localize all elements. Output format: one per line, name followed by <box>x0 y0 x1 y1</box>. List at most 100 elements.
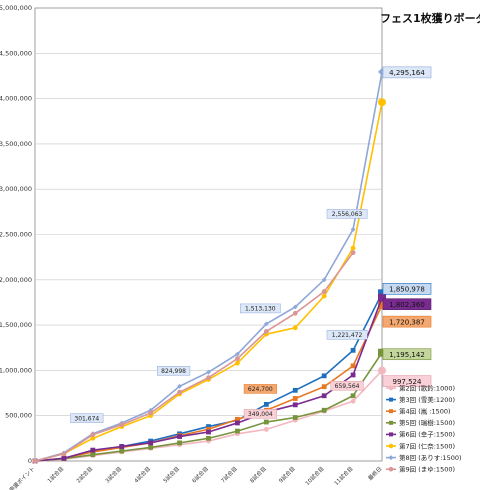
y-tick-label: 5,000,000 <box>0 4 32 12</box>
y-tick-label: 1,000,000 <box>0 366 32 374</box>
y-tick-label: 3,500,000 <box>0 140 32 148</box>
data-point <box>350 372 356 378</box>
data-point <box>177 389 182 395</box>
y-tick-label: 4,500,000 <box>0 49 32 57</box>
data-point <box>235 356 240 362</box>
legend-item: 第5回 (瑞樹:1500) <box>386 418 455 427</box>
x-tick-label: 声援ポイント <box>7 465 36 490</box>
svg-text:第9回 (まゆ:1500): 第9回 (まゆ:1500) <box>399 465 455 474</box>
data-point <box>119 422 125 428</box>
data-point <box>90 452 96 458</box>
data-point <box>235 428 240 434</box>
data-label: 659,564 <box>330 380 364 391</box>
series-line-8 <box>34 252 354 462</box>
y-axis-ticks: 0 500,000 1,000,000 1,500,000 2,000,000 2,500… <box>0 4 32 465</box>
data-point <box>321 393 327 399</box>
grid <box>34 7 383 462</box>
data-point <box>177 383 182 389</box>
data-label: 349,004 <box>243 409 277 419</box>
end-label: 1,195,142 <box>382 348 432 361</box>
x-tick-label: 最終日 <box>366 465 383 482</box>
svg-text:1,802,360: 1,802,360 <box>389 301 425 309</box>
data-label: 2,556,063 <box>326 209 368 219</box>
data-point <box>292 402 298 408</box>
svg-text:659,564: 659,564 <box>335 383 360 390</box>
data-point <box>321 384 327 390</box>
svg-text:第6回 (幸子:1500): 第6回 (幸子:1500) <box>399 430 455 439</box>
x-tick-label: 10試合目 <box>303 465 325 487</box>
x-tick-label: 8試合目 <box>248 465 268 485</box>
legend-item: 第7回 (仁奈:1500) <box>386 441 455 450</box>
data-point <box>235 420 240 426</box>
legend-item: 第6回 (幸子:1500) <box>386 430 455 439</box>
data-label: 1,221,472 <box>326 330 368 340</box>
x-tick-label: 3試合目 <box>103 465 123 485</box>
data-point <box>177 440 182 446</box>
data-point <box>235 351 240 357</box>
y-tick-label: 3,000,000 <box>0 185 32 193</box>
data-point <box>148 445 154 450</box>
legend-item: 第2回 (歌鈴:1000) <box>386 383 455 392</box>
chart-title: フェス1枚獲りボーダー <box>380 11 480 25</box>
legend-item: 第8回 (ありす:1500) <box>386 453 462 462</box>
data-point <box>292 325 298 331</box>
svg-text:第2回 (歌鈴:1000): 第2回 (歌鈴:1000) <box>399 383 455 392</box>
data-point <box>235 416 240 422</box>
data-point <box>292 415 298 420</box>
data-point <box>321 289 327 294</box>
data-label: 301,674 <box>70 413 104 423</box>
data-point <box>292 310 298 316</box>
data-point <box>263 402 269 407</box>
x-tick-label: 6試合目 <box>190 465 210 485</box>
data-point <box>235 360 240 366</box>
svg-text:301,674: 301,674 <box>74 415 99 422</box>
svg-text:997,524: 997,524 <box>393 378 422 386</box>
data-point <box>206 424 211 429</box>
y-tick-label: 1,500,000 <box>0 321 32 329</box>
data-point <box>61 451 67 457</box>
svg-text:624,700: 624,700 <box>248 386 273 393</box>
svg-text:第8回 (ありす:1500): 第8回 (ありす:1500) <box>399 453 462 462</box>
legend: 第2回 (歌鈴:1000) 第3回 (雪美:1200) 第4回 (嵐 :1500) 第… <box>386 383 462 474</box>
data-point <box>321 293 327 299</box>
data-point <box>292 387 298 393</box>
data-point <box>350 393 356 399</box>
x-tick-label: 1試合目 <box>46 465 66 485</box>
data-point <box>350 363 356 369</box>
svg-text:349,004: 349,004 <box>248 411 273 418</box>
data-point <box>206 435 211 441</box>
y-tick-label: 2,000,000 <box>0 276 32 284</box>
svg-text:1,513,130: 1,513,130 <box>245 306 276 313</box>
x-tick-label: 7試合目 <box>219 465 239 485</box>
y-tick-label: 0 <box>28 457 32 465</box>
svg-text:1,195,142: 1,195,142 <box>389 351 425 359</box>
data-point <box>206 426 211 432</box>
legend-item: 第4回 (嵐 :1500) <box>386 407 451 416</box>
svg-text:第7回 (仁奈:1500): 第7回 (仁奈:1500) <box>399 441 455 450</box>
series-lines <box>32 67 386 464</box>
data-point <box>148 440 154 446</box>
data-point <box>263 426 269 432</box>
legend-item: 第3回 (雪美:1200) <box>386 395 455 404</box>
data-point <box>90 435 96 441</box>
svg-text:824,998: 824,998 <box>161 368 186 375</box>
svg-text:1,221,472: 1,221,472 <box>332 332 363 339</box>
data-point <box>321 373 327 379</box>
svg-text:1,720,387: 1,720,387 <box>389 318 425 326</box>
data-label: 824,998 <box>157 366 191 376</box>
data-point <box>378 348 386 357</box>
y-tick-label: 500,000 <box>5 412 32 420</box>
data-point <box>206 429 211 435</box>
data-point <box>378 301 386 310</box>
data-point <box>350 227 356 232</box>
data-point <box>90 447 96 453</box>
svg-text:1,850,978: 1,850,978 <box>389 286 425 294</box>
end-label: 997,524 <box>382 375 432 387</box>
data-point <box>292 396 298 401</box>
data-point <box>32 458 38 464</box>
end-label: 1,720,387 <box>382 315 432 328</box>
data-point <box>378 366 386 375</box>
data-point <box>321 277 327 283</box>
y-tick-label: 2,500,000 <box>0 231 32 239</box>
